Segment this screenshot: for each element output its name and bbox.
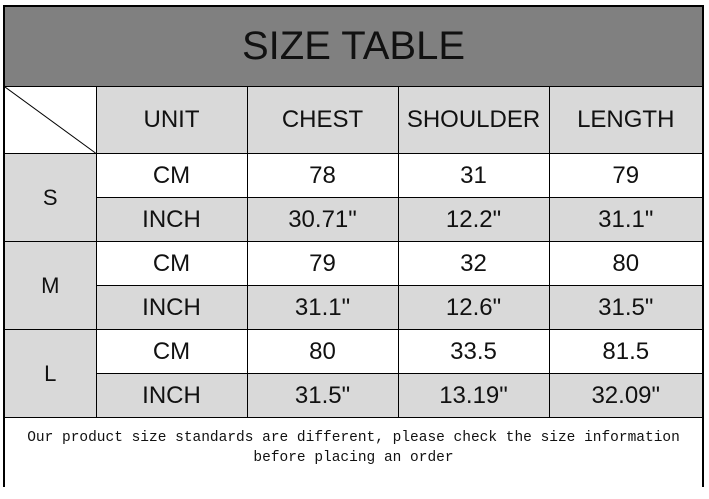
chest-cell: 78	[247, 154, 398, 198]
header-chest: CHEST	[247, 87, 398, 154]
unit-cell: INCH	[96, 198, 247, 242]
size-label: L	[5, 330, 96, 418]
length-cell: 81.5	[549, 330, 702, 374]
length-cell: 32.09"	[549, 374, 702, 418]
header-unit: UNIT	[96, 87, 247, 154]
shoulder-cell: 33.5	[398, 330, 549, 374]
unit-cell: CM	[96, 154, 247, 198]
shoulder-cell: 12.6"	[398, 286, 549, 330]
header-shoulder: SHOULDER	[398, 87, 549, 154]
header-length: LENGTH	[549, 87, 702, 154]
shoulder-cell: 32	[398, 242, 549, 286]
shoulder-cell: 12.2"	[398, 198, 549, 242]
length-cell: 31.5"	[549, 286, 702, 330]
chest-cell: 31.5"	[247, 374, 398, 418]
unit-cell: INCH	[96, 374, 247, 418]
chest-cell: 80	[247, 330, 398, 374]
unit-cell: INCH	[96, 286, 247, 330]
length-cell: 80	[549, 242, 702, 286]
size-label: S	[5, 154, 96, 242]
unit-cell: CM	[96, 330, 247, 374]
size-label: M	[5, 242, 96, 330]
length-cell: 31.1"	[549, 198, 702, 242]
shoulder-cell: 31	[398, 154, 549, 198]
table-title: SIZE TABLE	[5, 7, 702, 87]
chest-cell: 79	[247, 242, 398, 286]
chest-cell: 31.1"	[247, 286, 398, 330]
header-row: UNIT CHEST SHOULDER LENGTH	[5, 87, 702, 154]
length-cell: 79	[549, 154, 702, 198]
chest-cell: 30.71"	[247, 198, 398, 242]
shoulder-cell: 13.19"	[398, 374, 549, 418]
diagonal-corner-cell	[5, 87, 96, 154]
unit-cell: CM	[96, 242, 247, 286]
footer-note: Our product size standards are different…	[5, 418, 702, 499]
